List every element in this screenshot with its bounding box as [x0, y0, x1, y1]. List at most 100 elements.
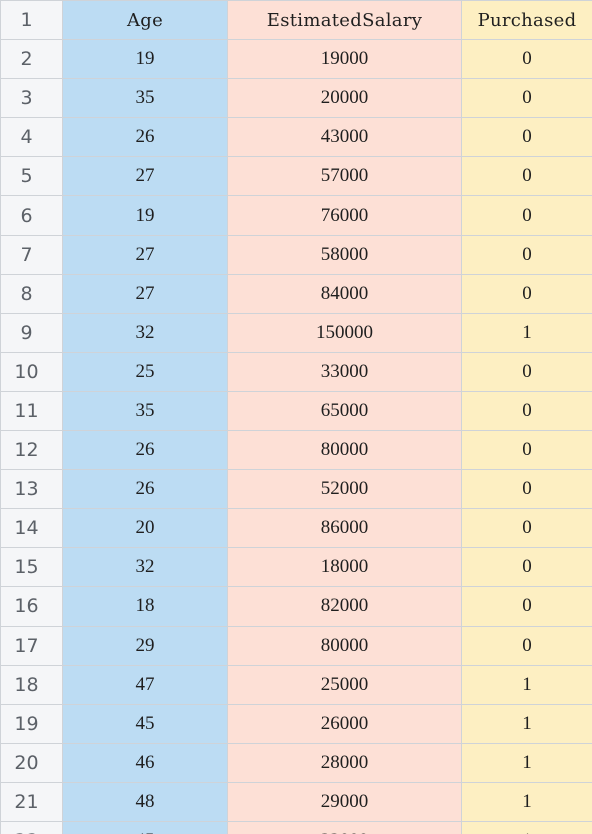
row-number[interactable]: 20	[0, 742, 63, 783]
age-cell[interactable]: 20	[62, 508, 228, 549]
purchased-cell[interactable]: 0	[461, 351, 592, 392]
purchased-cell[interactable]: 0	[461, 430, 592, 471]
table-row: 11 35 65000 0	[0, 390, 592, 432]
age-cell[interactable]: 29	[62, 625, 228, 666]
age-cell[interactable]: 27	[62, 273, 228, 314]
table-row: 14 20 86000 0	[0, 508, 592, 549]
age-cell[interactable]: 45	[62, 703, 228, 744]
salary-cell[interactable]: 80000	[227, 625, 462, 666]
salary-cell[interactable]: 86000	[227, 508, 462, 549]
age-cell[interactable]: 47	[62, 664, 228, 705]
purchased-cell[interactable]: 0	[461, 234, 592, 275]
salary-cell[interactable]: 52000	[227, 469, 462, 510]
row-number[interactable]: 2	[0, 39, 63, 80]
age-cell[interactable]: 19	[62, 39, 228, 80]
salary-cell[interactable]: 82000	[227, 586, 462, 627]
purchased-cell[interactable]: 0	[461, 508, 592, 549]
row-number[interactable]: 12	[0, 430, 63, 471]
age-cell[interactable]: 26	[62, 469, 228, 510]
age-cell[interactable]: 26	[62, 117, 228, 158]
purchased-cell[interactable]: 1	[461, 742, 592, 783]
table-row: 2245220001	[0, 820, 592, 834]
age-cell[interactable]: 19	[62, 195, 228, 236]
row-number[interactable]: 11	[0, 390, 63, 432]
row-number[interactable]: 8	[0, 273, 63, 314]
salary-cell[interactable]: 65000	[227, 390, 462, 432]
row-number[interactable]: 17	[0, 625, 63, 666]
salary-cell[interactable]: 43000	[227, 117, 462, 158]
row-number[interactable]: 7	[0, 234, 63, 275]
age-cell[interactable]: 45	[62, 820, 228, 834]
purchased-cell[interactable]: 0	[461, 78, 592, 119]
salary-cell[interactable]: 18000	[227, 547, 462, 588]
row-number[interactable]: 10	[0, 351, 63, 392]
row-number[interactable]: 16	[0, 586, 63, 627]
age-cell[interactable]: 18	[62, 586, 228, 627]
table-row: 9 32 150000 1	[0, 312, 592, 353]
purchased-cell[interactable]: 0	[461, 195, 592, 236]
purchased-cell[interactable]: 0	[461, 547, 592, 588]
salary-cell[interactable]: 22000	[227, 820, 462, 834]
purchased-cell[interactable]: 1	[461, 664, 592, 705]
row-number[interactable]: 3	[0, 78, 63, 119]
salary-cell[interactable]: 25000	[227, 664, 462, 705]
purchased-cell[interactable]: 0	[461, 625, 592, 666]
salary-cell[interactable]: 84000	[227, 273, 462, 314]
table-row: 21 48 29000 1	[0, 781, 592, 822]
purchased-cell[interactable]: 0	[461, 390, 592, 432]
purchased-cell[interactable]: 1	[461, 820, 592, 834]
age-cell[interactable]: 27	[62, 156, 228, 197]
age-cell[interactable]: 27	[62, 234, 228, 275]
purchased-cell[interactable]: 0	[461, 156, 592, 197]
header-row: 1 Age EstimatedSalary Purchased	[0, 0, 592, 41]
row-number[interactable]: 4	[0, 117, 63, 158]
row-number[interactable]: 21	[0, 781, 63, 822]
age-cell[interactable]: 35	[62, 390, 228, 432]
purchased-cell[interactable]: 0	[461, 39, 592, 80]
age-cell[interactable]: 32	[62, 312, 228, 353]
row-number[interactable]: 9	[0, 312, 63, 353]
purchased-cell[interactable]: 0	[461, 273, 592, 314]
purchased-cell[interactable]: 1	[461, 781, 592, 822]
salary-cell[interactable]: 76000	[227, 195, 462, 236]
salary-cell[interactable]: 20000	[227, 78, 462, 119]
row-number[interactable]: 18	[0, 664, 63, 705]
purchased-cell[interactable]: 1	[461, 312, 592, 353]
salary-cell[interactable]: 29000	[227, 781, 462, 822]
age-cell[interactable]: 26	[62, 430, 228, 471]
salary-cell[interactable]: 19000	[227, 39, 462, 80]
table-row: 13 26 52000 0	[0, 469, 592, 510]
age-header-cell[interactable]: Age	[62, 0, 228, 41]
purchased-cell[interactable]: 0	[461, 469, 592, 510]
row-number[interactable]: 6	[0, 195, 63, 236]
salary-cell[interactable]: 57000	[227, 156, 462, 197]
purchased-cell[interactable]: 1	[461, 703, 592, 744]
table-row: 17 29 80000 0	[0, 625, 592, 666]
age-cell[interactable]: 46	[62, 742, 228, 783]
age-cell[interactable]: 35	[62, 78, 228, 119]
row-number[interactable]: 13	[0, 469, 63, 510]
row-number[interactable]: 5	[0, 156, 63, 197]
row-number[interactable]: 1	[0, 0, 63, 41]
row-number[interactable]: 15	[0, 547, 63, 588]
salary-cell[interactable]: 150000	[227, 312, 462, 353]
age-cell[interactable]: 25	[62, 351, 228, 392]
table-row: 2 19 19000 0	[0, 39, 592, 80]
age-cell[interactable]: 48	[62, 781, 228, 822]
salary-cell[interactable]: 58000	[227, 234, 462, 275]
table-row: 8 27 84000 0	[0, 273, 592, 314]
table-row: 3 35 20000 0	[0, 78, 592, 119]
salary-cell[interactable]: 26000	[227, 703, 462, 744]
purchased-cell[interactable]: 0	[461, 586, 592, 627]
purchased-cell[interactable]: 0	[461, 117, 592, 158]
salary-cell[interactable]: 28000	[227, 742, 462, 783]
row-number[interactable]: 19	[0, 703, 63, 744]
age-cell[interactable]: 32	[62, 547, 228, 588]
salary-header-cell[interactable]: EstimatedSalary	[227, 0, 462, 41]
salary-cell[interactable]: 80000	[227, 430, 462, 471]
row-number[interactable]: 22	[0, 820, 63, 834]
row-number[interactable]: 14	[0, 508, 63, 549]
salary-cell[interactable]: 33000	[227, 351, 462, 392]
purchased-header-cell[interactable]: Purchased	[461, 0, 592, 41]
